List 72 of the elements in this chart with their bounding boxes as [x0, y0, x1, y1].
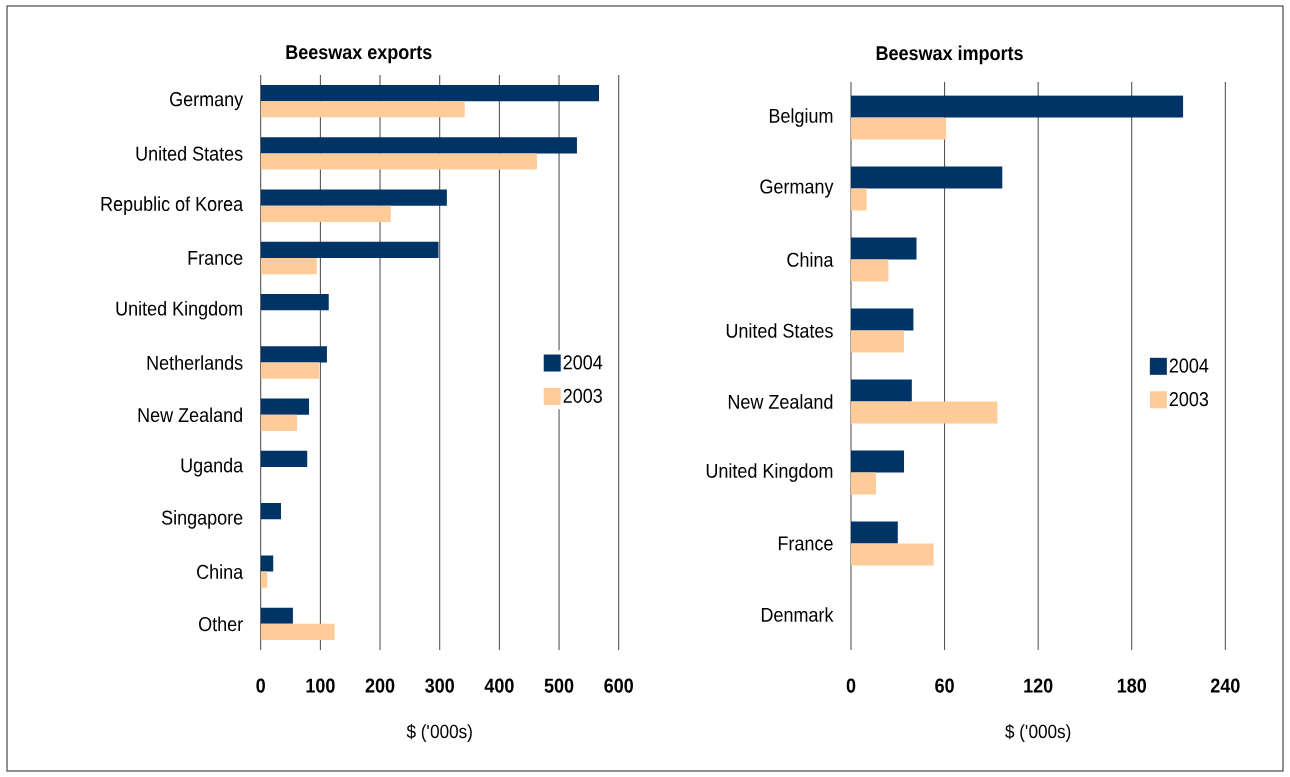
x-tick-label: 100	[306, 678, 335, 693]
y-tick-label: China	[197, 564, 244, 579]
y-tick-label: United Kingdom	[116, 300, 242, 320]
y-tick-label: United States	[726, 323, 833, 338]
bar	[260, 257, 317, 275]
bar	[260, 362, 320, 379]
bar	[851, 401, 998, 424]
y-tick-label: Germany	[760, 179, 834, 198]
bar	[851, 117, 947, 140]
bar	[851, 188, 867, 211]
bar	[851, 543, 934, 566]
x-tick-label: 240	[1210, 678, 1240, 693]
y-tick-label: Denmark	[761, 607, 834, 622]
y-tick-label: Netherlands	[147, 355, 243, 370]
y-tick-label: France	[778, 536, 833, 551]
bar	[260, 450, 308, 468]
bar	[260, 398, 310, 415]
x-tick-label: 300	[425, 678, 454, 693]
bar	[851, 95, 1184, 118]
bar	[851, 259, 889, 282]
chart-title: Beeswax imports	[876, 45, 1023, 65]
y-tick-label: Singapore	[161, 510, 243, 529]
bar	[260, 241, 439, 258]
legend-label: 2003	[563, 388, 602, 403]
bar	[851, 472, 876, 495]
bar	[260, 607, 293, 624]
bar	[260, 137, 577, 154]
bar	[260, 503, 281, 520]
bar	[851, 521, 898, 544]
bar	[260, 414, 298, 431]
y-tick-label: Uganda	[181, 457, 244, 477]
bar	[260, 84, 600, 102]
bar	[260, 101, 465, 118]
y-tick-label: United Kingdom	[706, 463, 833, 482]
bar	[851, 237, 917, 260]
bar	[851, 166, 1003, 189]
x-tick-label: 0	[256, 678, 265, 693]
y-tick-label: New Zealand	[138, 407, 242, 423]
bar	[260, 571, 268, 588]
y-tick-label: France	[188, 250, 243, 265]
bar	[851, 379, 912, 402]
x-axis-title: $ ('000s)	[406, 723, 472, 742]
bar	[260, 346, 327, 363]
x-tick-label: 500	[544, 678, 574, 693]
x-axis-title: $ ('000s)	[1005, 723, 1071, 742]
bar	[851, 308, 914, 331]
bar	[260, 294, 329, 311]
bar	[260, 189, 447, 206]
y-tick-label: Germany	[170, 92, 244, 111]
y-tick-label: Republic of Korea	[101, 196, 244, 216]
x-tick-label: 180	[1117, 678, 1146, 693]
legend-label: 2004	[1169, 358, 1209, 373]
bar	[851, 450, 905, 473]
x-tick-label: 600	[604, 678, 633, 693]
legend-label: 2003	[1169, 392, 1209, 407]
bar	[260, 623, 335, 641]
bar	[260, 555, 274, 572]
x-tick-label: 0	[846, 678, 856, 693]
x-tick-label: 120	[1024, 678, 1053, 693]
y-tick-label: United States	[136, 146, 243, 161]
bar	[851, 330, 905, 353]
y-tick-label: Other	[199, 616, 243, 632]
x-tick-label: 60	[935, 678, 954, 693]
x-tick-label: 200	[365, 678, 395, 693]
bar	[260, 153, 537, 170]
legend-label: 2004	[563, 355, 603, 370]
y-tick-label: China	[787, 252, 834, 267]
chart-title: Beeswax exports	[286, 45, 432, 64]
y-tick-label: New Zealand	[728, 394, 833, 409]
x-tick-label: 400	[484, 678, 514, 693]
y-tick-label: Belgium	[769, 108, 833, 127]
bar	[260, 205, 391, 222]
